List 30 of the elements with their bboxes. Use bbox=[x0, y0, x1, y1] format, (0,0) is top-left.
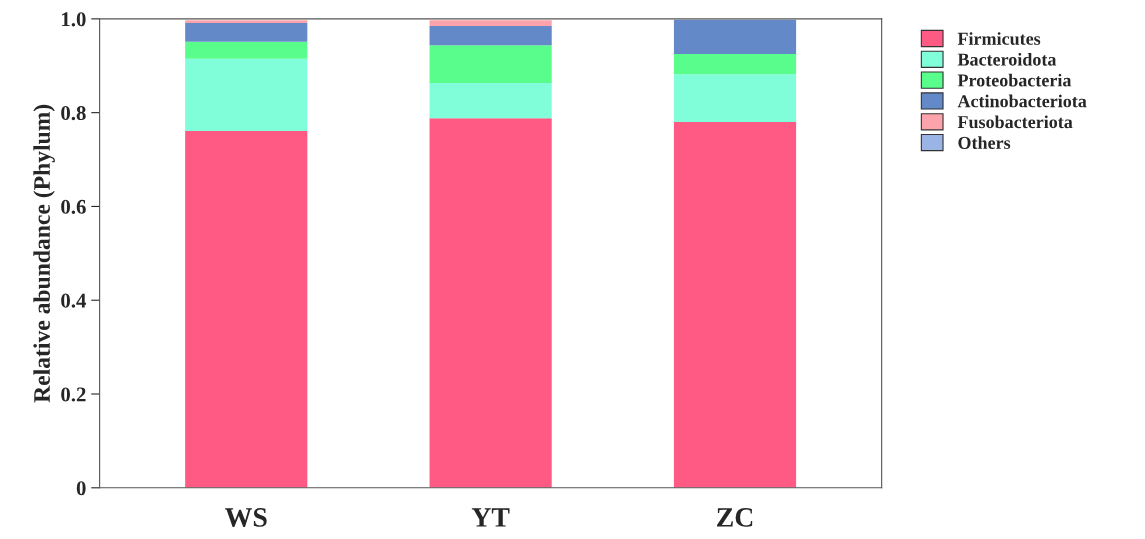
legend-label: Fusobacteriota bbox=[957, 115, 1073, 129]
y-tick-label: 0.4 bbox=[61, 293, 87, 308]
bar bbox=[185, 20, 308, 24]
y-tick-label: 1.0 bbox=[62, 12, 86, 27]
x-tick-label: WS bbox=[225, 508, 267, 527]
y-tick-label: 0 bbox=[76, 481, 86, 496]
legend-label: Actinobacteriota bbox=[957, 94, 1087, 108]
bar bbox=[429, 20, 552, 26]
bar bbox=[429, 25, 552, 46]
legend-label: Bacteroidota bbox=[957, 52, 1057, 66]
y-tick-label: 0.6 bbox=[61, 199, 86, 214]
bar bbox=[673, 122, 797, 488]
bar bbox=[185, 41, 308, 59]
bar bbox=[185, 23, 308, 42]
y-axis-title: Relative abundance (Phylum) bbox=[33, 104, 55, 403]
bar bbox=[185, 130, 308, 488]
y-tick-label: 0.2 bbox=[61, 387, 86, 402]
x-tick-label: YT bbox=[471, 508, 510, 527]
y-tick-label: 0.8 bbox=[61, 106, 86, 121]
bar bbox=[673, 74, 797, 123]
bar bbox=[429, 45, 552, 84]
bar bbox=[429, 118, 552, 488]
bar bbox=[673, 54, 797, 75]
bar bbox=[673, 19, 797, 55]
x-tick-label: ZC bbox=[717, 508, 753, 527]
legend-label: Proteobacteria bbox=[957, 73, 1072, 87]
legend-label: Firmicutes bbox=[957, 32, 1041, 45]
bar bbox=[185, 58, 308, 131]
bar bbox=[429, 83, 552, 119]
legend-label: Others bbox=[958, 136, 1011, 149]
